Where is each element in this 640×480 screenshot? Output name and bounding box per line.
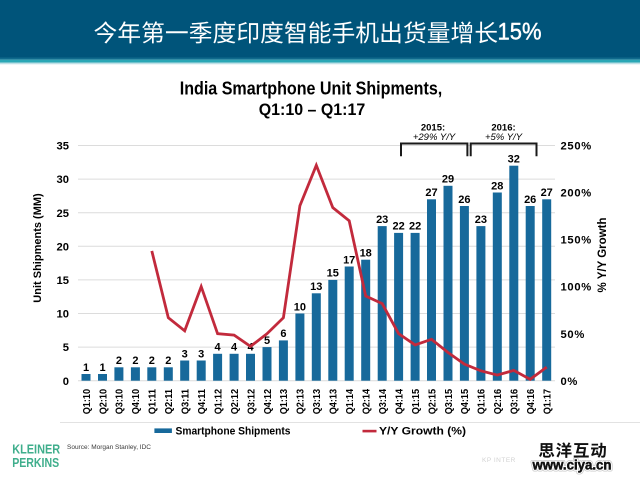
svg-text:18: 18 — [360, 248, 372, 260]
svg-text:2015:: 2015: — [421, 122, 445, 133]
svg-text:23: 23 — [376, 214, 388, 226]
svg-text:15%: 15% — [498, 18, 542, 45]
svg-text:150%: 150% — [561, 235, 592, 247]
svg-text:Q4:10: Q4:10 — [131, 389, 142, 415]
svg-text:Q1:13: Q1:13 — [279, 389, 290, 415]
svg-text:KP INTER: KP INTER — [482, 457, 516, 464]
svg-text:0: 0 — [63, 376, 69, 388]
svg-text:India Smartphone Unit Shipment: India Smartphone Unit Shipments, — [180, 79, 443, 99]
svg-text:250%: 250% — [561, 141, 592, 153]
svg-text:Q1:15: Q1:15 — [411, 389, 422, 415]
svg-text:Q1:17: Q1:17 — [543, 389, 554, 415]
svg-text:Q4:15: Q4:15 — [460, 389, 471, 415]
svg-text:1: 1 — [83, 362, 89, 374]
svg-text:Source: Morgan Stanley, IDC: Source: Morgan Stanley, IDC — [67, 444, 151, 451]
svg-text:+29% Y/Y: +29% Y/Y — [413, 132, 456, 143]
svg-text:35: 35 — [57, 141, 69, 153]
svg-text:22: 22 — [392, 221, 404, 233]
svg-text:www.ciya.cn: www.ciya.cn — [532, 457, 612, 472]
svg-text:Q4:14: Q4:14 — [394, 389, 405, 415]
svg-text:Smartphone Shipments: Smartphone Shipments — [176, 426, 291, 438]
svg-text:Q2:15: Q2:15 — [427, 389, 438, 415]
svg-text:28: 28 — [491, 180, 503, 192]
svg-text:17: 17 — [343, 254, 355, 266]
svg-text:Q2:13: Q2:13 — [296, 389, 307, 415]
svg-text:1: 1 — [99, 362, 105, 374]
svg-text:Q3:13: Q3:13 — [312, 389, 323, 415]
svg-text:Q1:14: Q1:14 — [345, 389, 356, 415]
svg-text:15: 15 — [327, 268, 339, 280]
svg-text:Q4:12: Q4:12 — [263, 389, 274, 415]
svg-text:Q1:11: Q1:11 — [148, 388, 159, 414]
svg-text:29: 29 — [442, 174, 454, 186]
svg-text:5: 5 — [264, 335, 270, 347]
svg-text:Q3:12: Q3:12 — [246, 389, 257, 415]
svg-text:www.ciya.cn: www.ciya.cn — [532, 457, 612, 472]
svg-text:Q3:15: Q3:15 — [444, 389, 455, 415]
svg-text:3: 3 — [182, 348, 188, 360]
svg-text:200%: 200% — [561, 188, 592, 200]
svg-text:% Y/Y Growth: % Y/Y Growth — [597, 218, 609, 293]
svg-text:Y/Y Growth (%): Y/Y Growth (%) — [379, 426, 466, 438]
svg-text:3: 3 — [198, 348, 204, 360]
svg-text:50%: 50% — [561, 329, 586, 341]
svg-text:2: 2 — [132, 355, 138, 367]
svg-text:+5% Y/Y: +5% Y/Y — [485, 132, 523, 143]
svg-text:10: 10 — [294, 301, 306, 313]
svg-text:30: 30 — [57, 174, 69, 186]
svg-text:27: 27 — [541, 187, 553, 199]
svg-text:Q3:10: Q3:10 — [115, 389, 126, 415]
svg-text:2: 2 — [116, 355, 122, 367]
svg-text:26: 26 — [458, 194, 470, 206]
svg-text:Q3:14: Q3:14 — [378, 389, 389, 415]
svg-text:Q2:12: Q2:12 — [230, 389, 241, 415]
svg-text:15: 15 — [57, 275, 69, 287]
svg-text:Q2:10: Q2:10 — [98, 389, 109, 415]
svg-text:Q1:10: Q1:10 — [82, 389, 93, 415]
svg-text:6: 6 — [280, 328, 286, 340]
svg-text:Q1:12: Q1:12 — [213, 389, 224, 415]
svg-text:25: 25 — [57, 208, 69, 220]
svg-text:Q4:16: Q4:16 — [526, 389, 537, 415]
svg-text:Unit Shipments (MM): Unit Shipments (MM) — [32, 193, 44, 303]
svg-text:Q3:16: Q3:16 — [510, 389, 521, 415]
svg-text:13: 13 — [310, 281, 322, 293]
svg-text:2016:: 2016: — [491, 122, 515, 133]
svg-text:Q4:13: Q4:13 — [329, 389, 340, 415]
svg-text:32: 32 — [508, 154, 520, 166]
svg-text:Q4:11: Q4:11 — [197, 388, 208, 414]
svg-text:26: 26 — [524, 194, 536, 206]
svg-text:KLEINER: KLEINER — [12, 441, 61, 456]
svg-text:Q3:11: Q3:11 — [181, 388, 192, 414]
svg-text:Q1:16: Q1:16 — [477, 389, 488, 415]
svg-text:27: 27 — [425, 187, 437, 199]
svg-text:2: 2 — [165, 355, 171, 367]
svg-text:0%: 0% — [561, 376, 579, 388]
svg-text:4: 4 — [231, 342, 238, 354]
svg-text:20: 20 — [57, 241, 69, 253]
svg-text:Q2:16: Q2:16 — [493, 389, 504, 415]
svg-text:23: 23 — [475, 214, 487, 226]
svg-text:Q2:11: Q2:11 — [164, 388, 175, 414]
svg-text:2: 2 — [149, 355, 155, 367]
svg-text:5: 5 — [63, 342, 69, 354]
svg-text:10: 10 — [57, 309, 69, 321]
svg-text:PERKINS: PERKINS — [12, 455, 59, 470]
svg-text:100%: 100% — [561, 282, 592, 294]
svg-text:22: 22 — [409, 221, 421, 233]
svg-text:Q2:14: Q2:14 — [362, 389, 373, 415]
svg-text:Q1:10 – Q1:17: Q1:10 – Q1:17 — [259, 101, 366, 119]
svg-text:www.ciya.cn: www.ciya.cn — [532, 457, 612, 472]
svg-text:4: 4 — [215, 342, 222, 354]
